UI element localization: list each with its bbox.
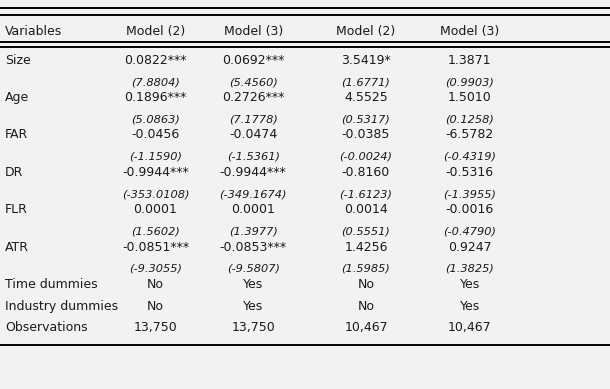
Text: Age: Age [5, 91, 29, 104]
Text: 1.5010: 1.5010 [448, 91, 492, 104]
Text: 0.0692***: 0.0692*** [222, 54, 284, 67]
Text: (-1.5361): (-1.5361) [227, 152, 279, 162]
Text: Model (2): Model (2) [336, 25, 396, 39]
Text: (-349.1674): (-349.1674) [220, 189, 287, 199]
Text: (0.5551): (0.5551) [342, 226, 390, 237]
Text: (1.3977): (1.3977) [229, 226, 278, 237]
Text: 1.4256: 1.4256 [344, 240, 388, 254]
Text: (-1.6123): (-1.6123) [340, 189, 392, 199]
Text: Time dummies: Time dummies [5, 278, 98, 291]
Text: ATR: ATR [5, 240, 29, 254]
Text: (1.5602): (1.5602) [131, 226, 180, 237]
Text: (0.9903): (0.9903) [445, 77, 494, 87]
Text: No: No [357, 278, 375, 291]
Text: Variables: Variables [5, 25, 62, 39]
Text: 0.2726***: 0.2726*** [222, 91, 284, 104]
Text: (-353.0108): (-353.0108) [122, 189, 189, 199]
Text: (1.6771): (1.6771) [342, 77, 390, 87]
Text: 10,467: 10,467 [448, 321, 492, 335]
Text: (-0.4790): (-0.4790) [443, 226, 496, 237]
Text: 0.9247: 0.9247 [448, 240, 492, 254]
Text: 0.0001: 0.0001 [231, 203, 275, 216]
Text: Model (2): Model (2) [126, 25, 185, 39]
Text: -6.5782: -6.5782 [445, 128, 494, 142]
Text: (5.0863): (5.0863) [131, 114, 180, 124]
Text: 0.0001: 0.0001 [134, 203, 178, 216]
Text: -0.9944***: -0.9944*** [220, 166, 287, 179]
Text: 0.0822***: 0.0822*** [124, 54, 187, 67]
Text: -0.0016: -0.0016 [445, 203, 494, 216]
Text: (-9.3055): (-9.3055) [129, 264, 182, 274]
Text: (5.4560): (5.4560) [229, 77, 278, 87]
Text: -0.0456: -0.0456 [131, 128, 180, 142]
Text: Yes: Yes [459, 278, 480, 291]
Text: 1.3871: 1.3871 [448, 54, 492, 67]
Text: Observations: Observations [5, 321, 87, 335]
Text: -0.0853***: -0.0853*** [220, 240, 287, 254]
Text: -0.0474: -0.0474 [229, 128, 278, 142]
Text: FAR: FAR [5, 128, 28, 142]
Text: (-1.1590): (-1.1590) [129, 152, 182, 162]
Text: (-0.4319): (-0.4319) [443, 152, 496, 162]
Text: 0.0014: 0.0014 [344, 203, 388, 216]
Text: -0.0385: -0.0385 [342, 128, 390, 142]
Text: 10,467: 10,467 [344, 321, 388, 335]
Text: Yes: Yes [243, 278, 264, 291]
Text: 0.1896***: 0.1896*** [124, 91, 187, 104]
Text: -0.8160: -0.8160 [342, 166, 390, 179]
Text: No: No [147, 300, 164, 313]
Text: 3.5419*: 3.5419* [341, 54, 391, 67]
Text: (1.5985): (1.5985) [342, 264, 390, 274]
Text: (-0.0024): (-0.0024) [340, 152, 392, 162]
Text: Yes: Yes [459, 300, 480, 313]
Text: Size: Size [5, 54, 30, 67]
Text: (0.5317): (0.5317) [342, 114, 390, 124]
Text: -0.9944***: -0.9944*** [122, 166, 189, 179]
Text: 13,750: 13,750 [134, 321, 178, 335]
Text: Industry dummies: Industry dummies [5, 300, 118, 313]
Text: DR: DR [5, 166, 23, 179]
Text: FLR: FLR [5, 203, 28, 216]
Text: 13,750: 13,750 [231, 321, 275, 335]
Text: (7.8804): (7.8804) [131, 77, 180, 87]
Text: (1.3825): (1.3825) [445, 264, 494, 274]
Text: 4.5525: 4.5525 [344, 91, 388, 104]
Text: No: No [147, 278, 164, 291]
Text: (0.1258): (0.1258) [445, 114, 494, 124]
Text: (-1.3955): (-1.3955) [443, 189, 496, 199]
Text: Model (3): Model (3) [440, 25, 500, 39]
Text: Yes: Yes [243, 300, 264, 313]
Text: No: No [357, 300, 375, 313]
Text: -0.5316: -0.5316 [446, 166, 493, 179]
Text: (7.1778): (7.1778) [229, 114, 278, 124]
Text: Model (3): Model (3) [223, 25, 283, 39]
Text: (-9.5807): (-9.5807) [227, 264, 279, 274]
Text: -0.0851***: -0.0851*** [122, 240, 189, 254]
